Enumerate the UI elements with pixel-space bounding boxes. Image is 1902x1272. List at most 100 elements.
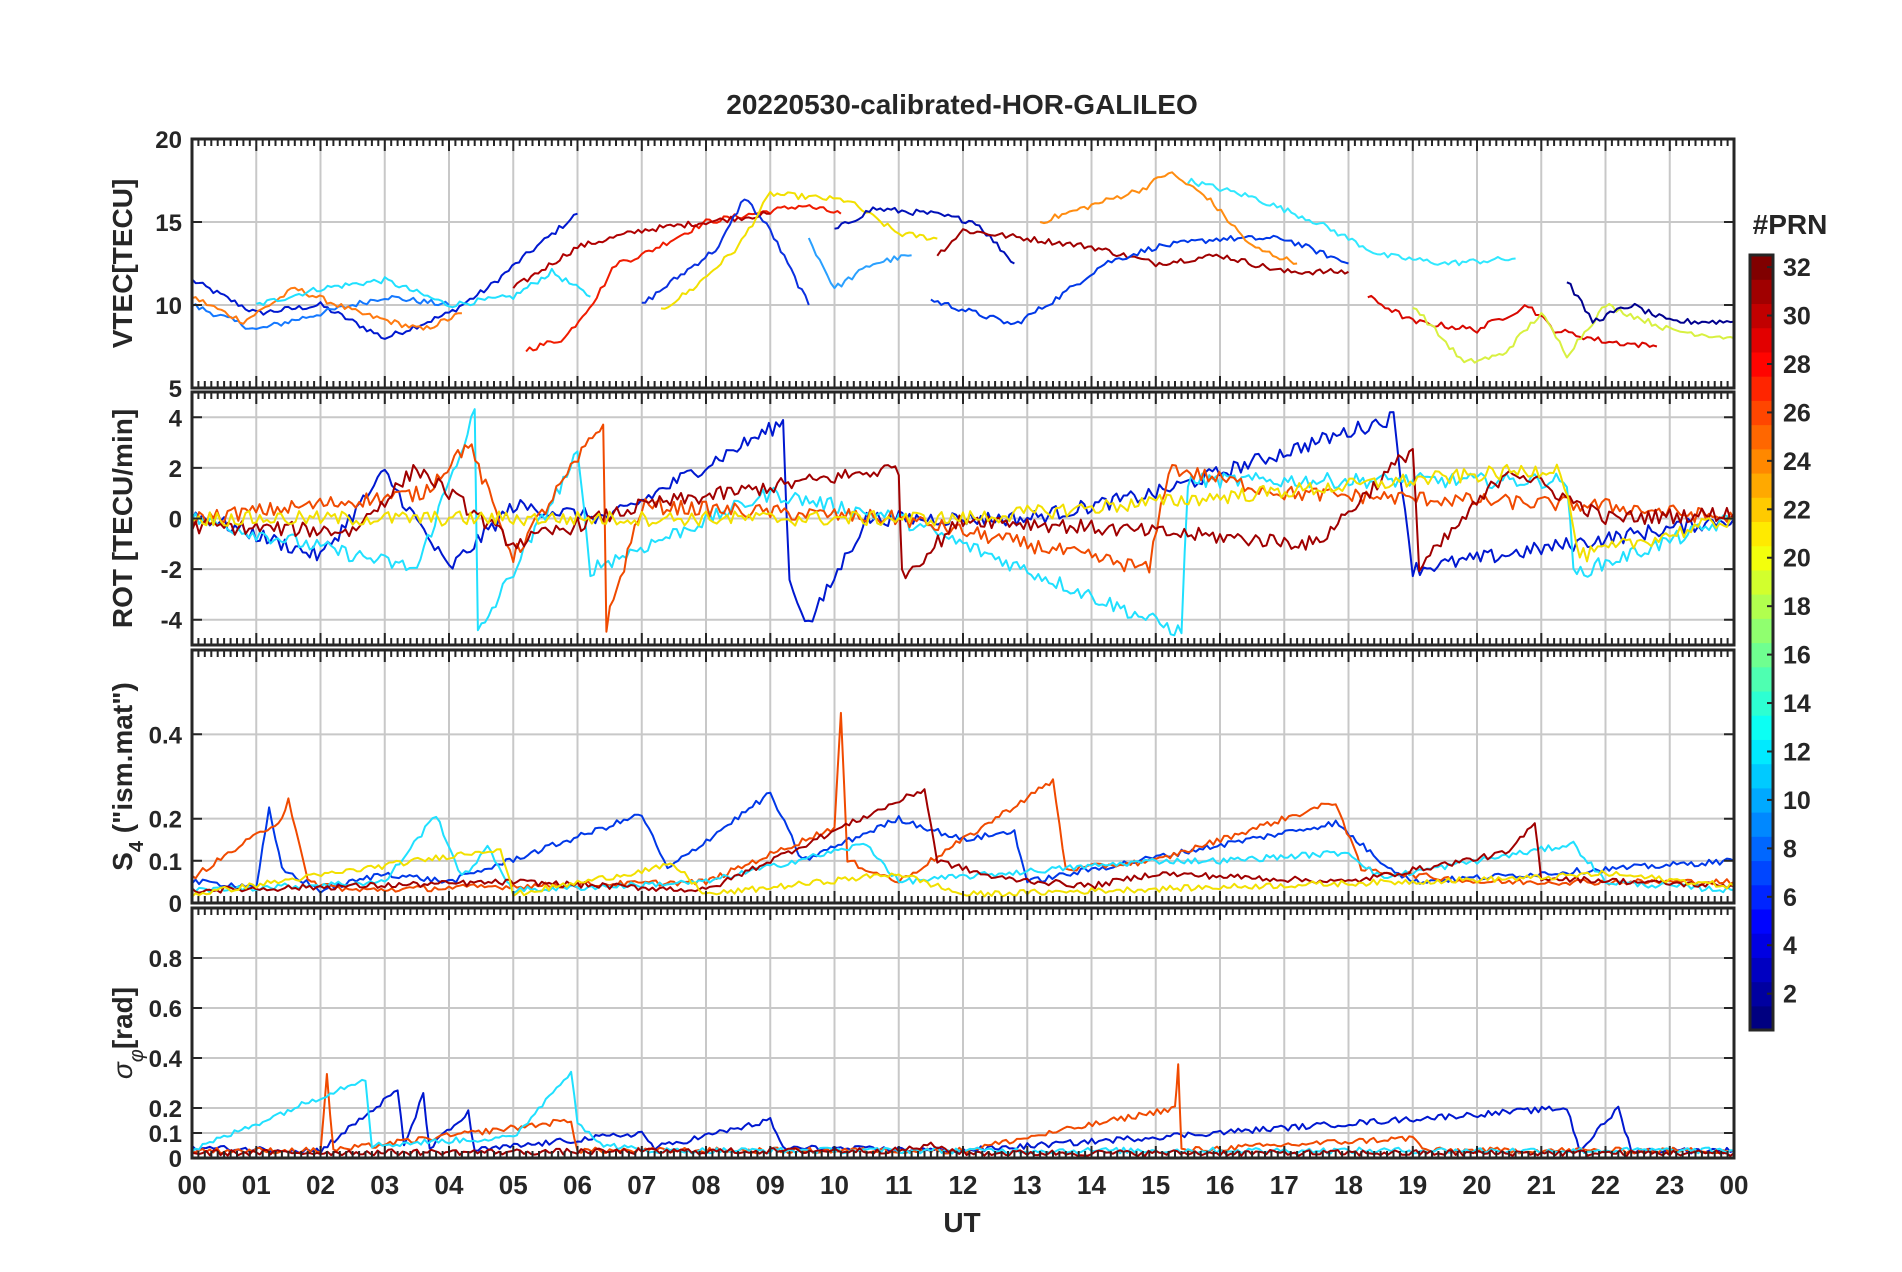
colorbar-tick-label: 22 [1783,496,1811,524]
series-prn-20 [660,190,938,310]
colorbar-tick-label: 6 [1783,884,1797,912]
y-axis-label: ROT [TECU/min] [107,409,138,628]
colorbar-segment [1750,981,1773,1007]
x-tick-label: 16 [1206,1170,1235,1200]
x-tick-label: 04 [435,1170,464,1200]
colorbar-segment [1750,836,1773,862]
colorbar-segment [1750,545,1773,571]
y-tick-label: -2 [161,557,182,584]
y-tick-label: 4 [169,405,183,432]
panel-sigma: 00.10.2 0.4 0.6 0.8σφ[rad] [107,906,1736,1173]
panel-rot: -4 -2 0 2 4 ROT [TECU/min] [107,390,1736,647]
colorbar-segment [1750,400,1773,426]
colorbar-tick-label: 8 [1783,835,1797,863]
x-ticks [191,650,1735,903]
y-tick-label: 15 [155,210,182,237]
y-tick-label: 0.1 [149,849,182,876]
series-prn-12 [1187,177,1516,267]
x-axis: 00 01 02 03 04 05 06 07 08 09 10 11 12 13 14 15 16 17 18 19… [178,1170,1749,1200]
colorbar-segment [1750,715,1773,740]
colorbar-segment [1750,763,1773,789]
y-tick-label: -4 [161,608,183,635]
colorbar-tick-label: 18 [1783,593,1811,621]
colorbar-segment [1750,497,1773,523]
y-axis-label: VTEC[TECU] [107,179,138,349]
colorbar-segment [1750,594,1773,619]
colorbar-tick-label: 4 [1783,932,1797,960]
colorbar-tick-label: 28 [1783,351,1811,379]
x-tick-label: 12 [949,1170,978,1200]
colorbar-segment [1750,812,1773,837]
y-tick-label: 2 [169,456,182,483]
panel-vtec: 5 10 15 20 VTEC[TECU] [107,127,1736,403]
x-tick-label: 03 [370,1170,399,1200]
x-tick-label: 13 [1013,1170,1042,1200]
x-ticks [191,908,1735,1158]
x-tick-label: 14 [1077,1170,1106,1200]
x-axis-label: UT [943,1207,980,1238]
y-ticks [192,733,1734,904]
colorbar-segment [1750,884,1773,910]
colorbar-segment [1750,618,1773,644]
x-tick-label: 11 [885,1170,913,1200]
colorbar-segment [1750,472,1773,498]
colorbar-label: #PRN [1753,209,1828,240]
x-tick-label: 18 [1334,1170,1363,1200]
colorbar-tick-label: 10 [1783,787,1811,815]
colorbar-segment [1750,787,1773,813]
y-tick-label: 0 [169,1146,182,1173]
y-tick-label: 10 [155,293,182,320]
colorbar-segment [1750,255,1773,280]
x-tick-label: 20 [1463,1170,1492,1200]
series-prn-13 [256,267,591,309]
series-prn-30 [191,788,1735,894]
y-tick-label: 0.2 [149,807,182,834]
x-tick-label: 01 [242,1170,271,1200]
x-tick-label: 22 [1591,1170,1620,1200]
colorbar-segment [1750,908,1773,934]
y-tick-label: 20 [155,127,182,154]
colorbar-segment [1750,279,1773,305]
colorbar-segment [1750,666,1773,692]
series-prn-30 [936,228,1349,276]
y-tick-label: 0.1 [149,1121,182,1148]
colorbar-segment [1750,521,1773,547]
series-prn-5 [641,198,810,306]
colorbar-tick-label: 2 [1783,981,1797,1009]
series-prn-13 [191,815,1735,895]
colorbar-segment [1750,376,1773,401]
series-prn-20 [191,463,1735,563]
y-tick-label: 0 [169,507,182,534]
y-tick-label: 0.4 [149,1046,183,1073]
series-prn-28 [525,204,842,353]
x-tick-label: 17 [1270,1170,1299,1200]
series-prn-23 [1039,171,1298,265]
colorbar-tick-label: 14 [1783,690,1811,718]
series-prn-6 [930,234,1349,326]
y-ticks [192,138,1734,389]
y-axis-label: σφ[rad] [107,987,148,1079]
y-tick-label: 0.2 [149,1096,182,1123]
colorbar-tick-label: 12 [1783,738,1811,766]
y-tick-label: 0 [169,891,182,918]
y-tick-label: 0.8 [149,946,182,973]
colorbar-segment [1750,642,1773,668]
x-tick-label: 21 [1527,1170,1556,1200]
series-prn-30 [191,448,1735,580]
series-prn-4 [191,212,578,340]
y-tick-label: 5 [169,376,182,403]
series-prn-24 [191,286,462,331]
colorbar-segment [1750,933,1773,958]
colorbar-segment [1750,424,1773,450]
series-prn-9 [191,295,450,330]
x-tick-label: 00 [1720,1170,1749,1200]
colorbar-tick-label: 32 [1783,254,1811,282]
x-tick-label: 05 [499,1170,528,1200]
colorbar-segment [1750,448,1773,474]
series-prn-29 [1367,294,1658,349]
colorbar-segment [1750,1005,1773,1031]
x-tick-label: 23 [1655,1170,1684,1200]
series-prn-18 [1412,303,1735,364]
series-prn-4 [191,411,1735,623]
panel-s4: 0 0.1 0.2 0.4S4 ("ism.mat") [107,648,1736,918]
